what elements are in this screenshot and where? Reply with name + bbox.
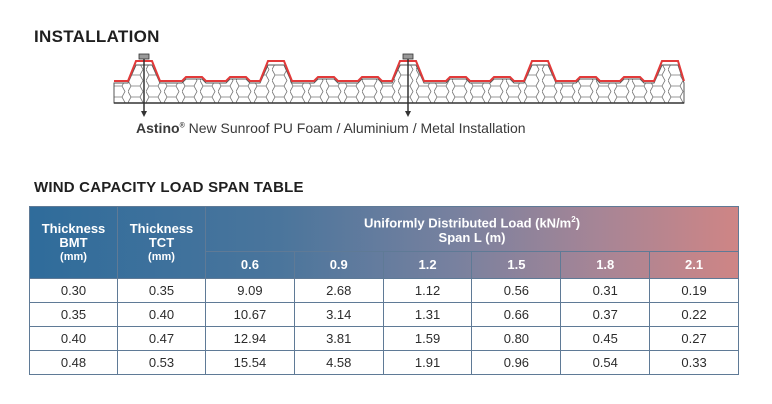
- cell-bmt: 0.40: [29, 326, 118, 351]
- span-header-cell: 0.6: [205, 251, 295, 279]
- header-thickness-tct: Thickness TCT (mm): [117, 206, 206, 279]
- caption-text: New Sunroof PU Foam / Aluminium / Metal …: [184, 120, 526, 136]
- table-row: 0.48 0.53 15.54 4.58 1.91 0.96 0.54 0.33: [29, 350, 739, 375]
- cell-load: 0.80: [471, 326, 562, 351]
- table-row: 0.40 0.47 12.94 3.81 1.59 0.80 0.45 0.27: [29, 326, 739, 351]
- wind-table-title: WIND CAPACITY LOAD SPAN TABLE: [34, 179, 304, 196]
- table-row: 0.30 0.35 9.09 2.68 1.12 0.56 0.31 0.19: [29, 278, 739, 303]
- cell-load: 1.31: [382, 302, 473, 327]
- cell-load: 0.45: [560, 326, 651, 351]
- cell-load: 15.54: [205, 350, 295, 375]
- installation-title: INSTALLATION: [34, 27, 160, 46]
- cell-load: 1.91: [382, 350, 473, 375]
- table-header-row: Thickness BMT (mm) Thickness TCT (mm) Un…: [29, 206, 739, 279]
- cell-load: 0.27: [649, 326, 739, 351]
- cell-load: 0.96: [471, 350, 562, 375]
- cell-load: 0.31: [560, 278, 651, 303]
- cell-bmt: 0.30: [29, 278, 118, 303]
- span-header-cell: 1.2: [382, 251, 473, 279]
- cell-tct: 0.53: [117, 350, 206, 375]
- screw-icon: [402, 53, 414, 117]
- cell-bmt: 0.48: [29, 350, 118, 375]
- span-header-cell: 2.1: [649, 251, 739, 279]
- brand-name: Astino: [136, 120, 180, 136]
- cell-load: 0.22: [649, 302, 739, 327]
- cell-load: 1.12: [382, 278, 473, 303]
- cell-load: 1.59: [382, 326, 473, 351]
- cell-load: 3.81: [293, 326, 384, 351]
- screw-icon: [138, 53, 150, 117]
- installation-caption: Astino® New Sunroof PU Foam / Aluminium …: [136, 120, 526, 136]
- cell-tct: 0.47: [117, 326, 206, 351]
- cell-load: 0.33: [649, 350, 739, 375]
- header-thickness-bmt: Thickness BMT (mm): [29, 206, 118, 279]
- header-load: Uniformly Distributed Load (kN/m2) Span …: [205, 206, 739, 252]
- cell-load: 10.67: [205, 302, 295, 327]
- span-header-cell: 0.9: [293, 251, 384, 279]
- registered-mark: ®: [179, 122, 185, 130]
- cell-load: 0.66: [471, 302, 562, 327]
- cell-load: 0.19: [649, 278, 739, 303]
- cell-load: 4.58: [293, 350, 384, 375]
- cell-load: 3.14: [293, 302, 384, 327]
- cell-tct: 0.40: [117, 302, 206, 327]
- span-header-cell: 1.8: [560, 251, 651, 279]
- cell-load: 9.09: [205, 278, 295, 303]
- cell-load: 0.54: [560, 350, 651, 375]
- roof-installation-diagram: [113, 53, 685, 117]
- wind-capacity-table: Thickness BMT (mm) Thickness TCT (mm) Un…: [29, 206, 739, 375]
- cell-load: 0.56: [471, 278, 562, 303]
- cell-load: 2.68: [293, 278, 384, 303]
- table-row: 0.35 0.40 10.67 3.14 1.31 0.66 0.37 0.22: [29, 302, 739, 327]
- cell-bmt: 0.35: [29, 302, 118, 327]
- cell-tct: 0.35: [117, 278, 206, 303]
- table-body: 0.30 0.35 9.09 2.68 1.12 0.56 0.31 0.19 0.35 0.40…: [29, 278, 739, 375]
- span-header-cell: 1.5: [471, 251, 562, 279]
- cell-load: 12.94: [205, 326, 295, 351]
- cell-load: 0.37: [560, 302, 651, 327]
